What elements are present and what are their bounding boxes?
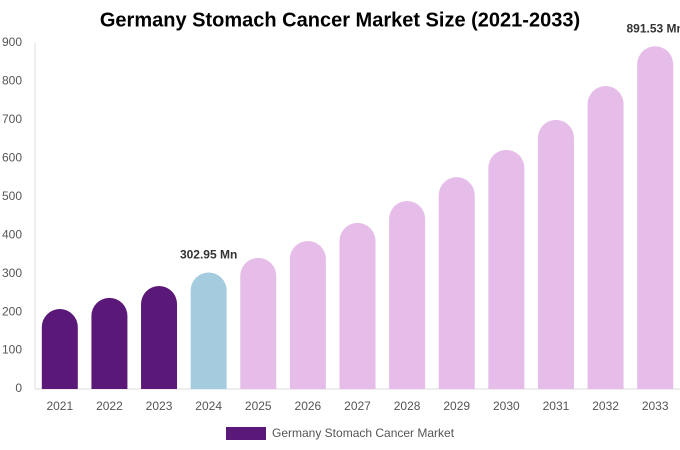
bar — [41, 309, 78, 389]
x-tick-label: 2027 — [344, 399, 371, 413]
bar — [587, 86, 624, 390]
y-tick-label: 800 — [2, 74, 22, 88]
x-tick-label: 2023 — [146, 399, 173, 413]
bar — [488, 149, 525, 389]
legend-label: Germany Stomach Cancer Market — [272, 426, 455, 440]
x-tick-label: 2033 — [642, 399, 669, 413]
y-tick-label: 900 — [2, 35, 22, 49]
y-tick-label: 400 — [2, 227, 22, 241]
y-tick-label: 300 — [2, 266, 22, 280]
x-tick-label: 2022 — [96, 399, 123, 413]
bar — [91, 297, 128, 389]
bar — [289, 240, 326, 389]
y-tick-label: 0 — [15, 381, 22, 395]
x-tick-label: 2031 — [543, 399, 570, 413]
bar — [339, 222, 376, 389]
x-tick-label: 2030 — [493, 399, 520, 413]
chart-title: Germany Stomach Cancer Market Size (2021… — [100, 9, 580, 31]
x-tick-label: 2029 — [443, 399, 470, 413]
value-label: 302.95 Mn — [180, 248, 237, 262]
value-label: 891.53 Mn — [627, 21, 680, 35]
y-tick-label: 100 — [2, 343, 22, 357]
bar — [389, 201, 426, 389]
x-tick-label: 2025 — [245, 399, 272, 413]
x-tick-label: 2028 — [394, 399, 421, 413]
y-tick-label: 200 — [2, 304, 22, 318]
y-tick-label: 600 — [2, 151, 22, 165]
x-tick-label: 2021 — [46, 399, 73, 413]
bar — [141, 285, 178, 389]
bar — [537, 119, 574, 389]
x-tick-label: 2032 — [592, 399, 619, 413]
bar — [190, 272, 227, 389]
bar — [438, 177, 475, 389]
legend-swatch — [226, 427, 266, 440]
bar — [637, 46, 674, 390]
bar — [240, 257, 277, 389]
x-tick-label: 2026 — [295, 399, 322, 413]
x-tick-label: 2024 — [195, 399, 222, 413]
y-tick-label: 700 — [2, 112, 22, 126]
y-tick-label: 500 — [2, 189, 22, 203]
